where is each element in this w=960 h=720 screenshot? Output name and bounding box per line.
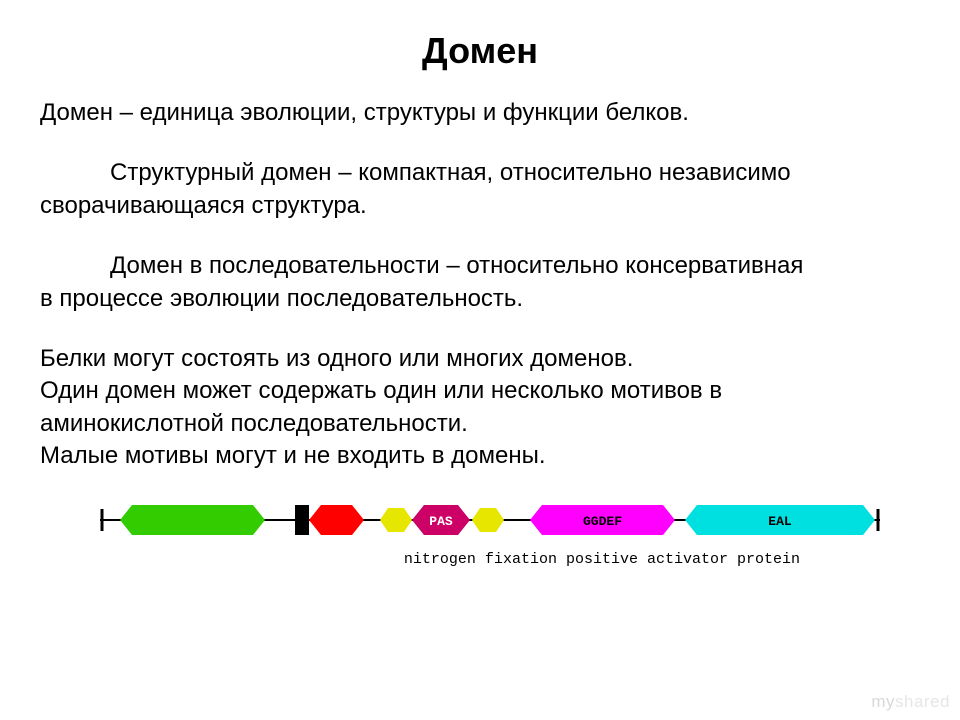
slide: Домен Домен – единица эволюции, структур… [0, 0, 960, 720]
body-text: Домен – единица эволюции, структуры и фу… [40, 97, 920, 473]
para-3-line1: Домен в последовательности – относительн… [40, 250, 920, 282]
para-4: Белки могут состоять из одного или многи… [40, 343, 920, 375]
svg-text:GGDEF: GGDEF [583, 514, 622, 529]
para-5-line2: аминокислотной последовательности. [40, 408, 920, 440]
para-3-line2: в процессе эволюции последовательность. [40, 283, 920, 315]
para-5-line1: Один домен может содержать один или неск… [40, 375, 920, 407]
para-6: Малые мотивы могут и не входить в домены… [40, 440, 920, 472]
para-1: Домен – единица эволюции, структуры и фу… [40, 97, 920, 129]
svg-text:PAS: PAS [429, 514, 453, 529]
svg-text:EAL: EAL [768, 514, 792, 529]
watermark-right: shared [895, 692, 950, 711]
domain-track-svg: PAS GGDEF EAL [100, 495, 880, 545]
diagram-caption: nitrogen fixation positive activator pro… [100, 551, 880, 568]
page-title: Домен [40, 30, 920, 72]
watermark: myshared [871, 692, 950, 712]
domain-diagram: PAS GGDEF EAL nitrogen fixation positive a… [100, 495, 880, 568]
watermark-left: my [871, 692, 895, 711]
para-2-line2: сворачивающаяся структура. [40, 190, 920, 222]
para-2-line1: Структурный домен – компактная, относите… [40, 157, 920, 189]
